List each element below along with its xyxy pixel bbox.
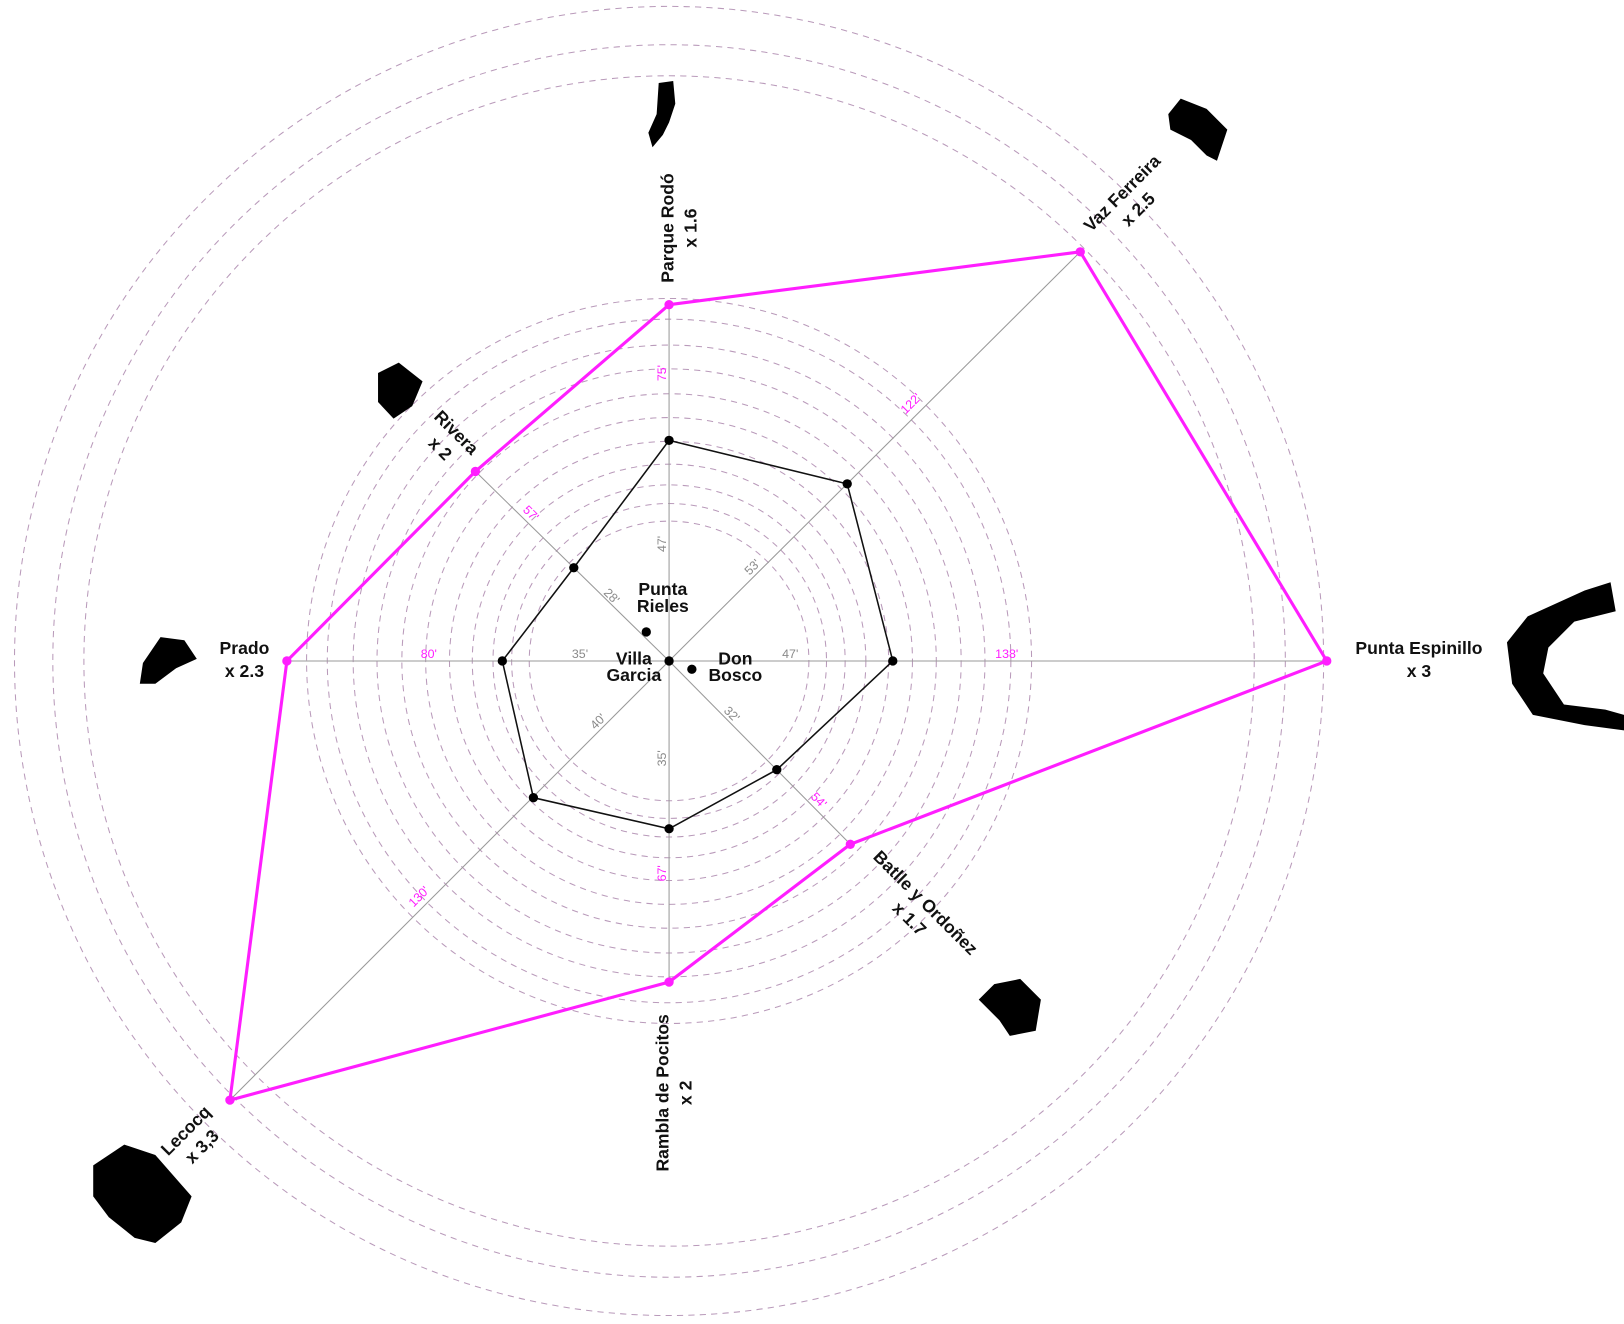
- icon: [378, 362, 423, 419]
- inner-node: [664, 824, 674, 834]
- place-label: Villa: [616, 649, 652, 669]
- inner-node: [772, 765, 782, 775]
- inner-node: [528, 793, 539, 803]
- inner-time: 47': [782, 647, 798, 661]
- icons: [93, 80, 1624, 1244]
- place-label: Garcia: [606, 665, 661, 685]
- place-label: Don: [718, 649, 752, 669]
- outer-time: 80': [421, 647, 437, 661]
- outer-node: [845, 839, 855, 849]
- outer-time: 130': [406, 883, 432, 909]
- spoke-name: Parque Rodó: [658, 173, 678, 283]
- outer-node: [225, 1095, 235, 1105]
- outer-time: 75': [655, 365, 669, 381]
- spoke-name: Prado: [219, 638, 269, 658]
- icon: [1168, 98, 1228, 161]
- spoke-name: Batlle y Ordoñez: [869, 846, 981, 958]
- spoke: [668, 660, 851, 845]
- spoke-factor: x 2.3: [225, 661, 264, 681]
- icon: [1506, 582, 1624, 731]
- inner-time: 47': [655, 536, 669, 552]
- place-label: Punta: [638, 579, 687, 599]
- outer-time: 122': [898, 390, 924, 416]
- outer-node: [470, 466, 481, 477]
- inner-time: 35': [655, 750, 669, 766]
- inner-node: [842, 479, 852, 489]
- spoke-factor: x 3: [1407, 661, 1432, 681]
- inner-time: 32': [721, 704, 742, 725]
- spoke-name: Vaz Ferreira: [1080, 151, 1165, 236]
- outer-time: 138': [995, 647, 1018, 661]
- inner-time: 35': [572, 647, 588, 661]
- outer-node: [664, 977, 674, 987]
- spoke-name: Rambla de Pocitos: [653, 1014, 673, 1172]
- inner-node: [497, 656, 507, 666]
- outer-node: [1075, 247, 1085, 257]
- outer-node: [1322, 656, 1332, 666]
- inner-node: [888, 656, 898, 666]
- spoke-factor: x 1.6: [681, 208, 701, 247]
- outer-time: 67': [655, 865, 669, 881]
- outer-node: [664, 300, 674, 310]
- spoke-factor: x 2: [675, 1080, 695, 1105]
- icon: [93, 1144, 192, 1244]
- icon: [139, 637, 197, 684]
- place-label: Rieles: [637, 596, 689, 616]
- inner-node: [569, 563, 579, 573]
- inner-time: 28': [601, 586, 622, 607]
- spoke: [229, 660, 670, 1101]
- place-node: [641, 627, 651, 637]
- place-node: [687, 664, 697, 674]
- inner-node: [664, 435, 674, 446]
- inner-time: 40': [587, 711, 608, 732]
- inner-time: 53': [742, 557, 763, 578]
- inner-polygon: [501, 439, 894, 830]
- outer-time: 57': [520, 503, 541, 524]
- outer-node: [282, 656, 292, 666]
- spoke-name: Punta Espinillo: [1355, 638, 1482, 658]
- icon: [648, 80, 676, 148]
- spoke: [668, 251, 1081, 662]
- place-label: Bosco: [708, 665, 762, 685]
- icon: [978, 978, 1041, 1036]
- center-node: [664, 656, 674, 666]
- outer-time: 54': [808, 790, 829, 811]
- spokes: [225, 247, 1332, 1105]
